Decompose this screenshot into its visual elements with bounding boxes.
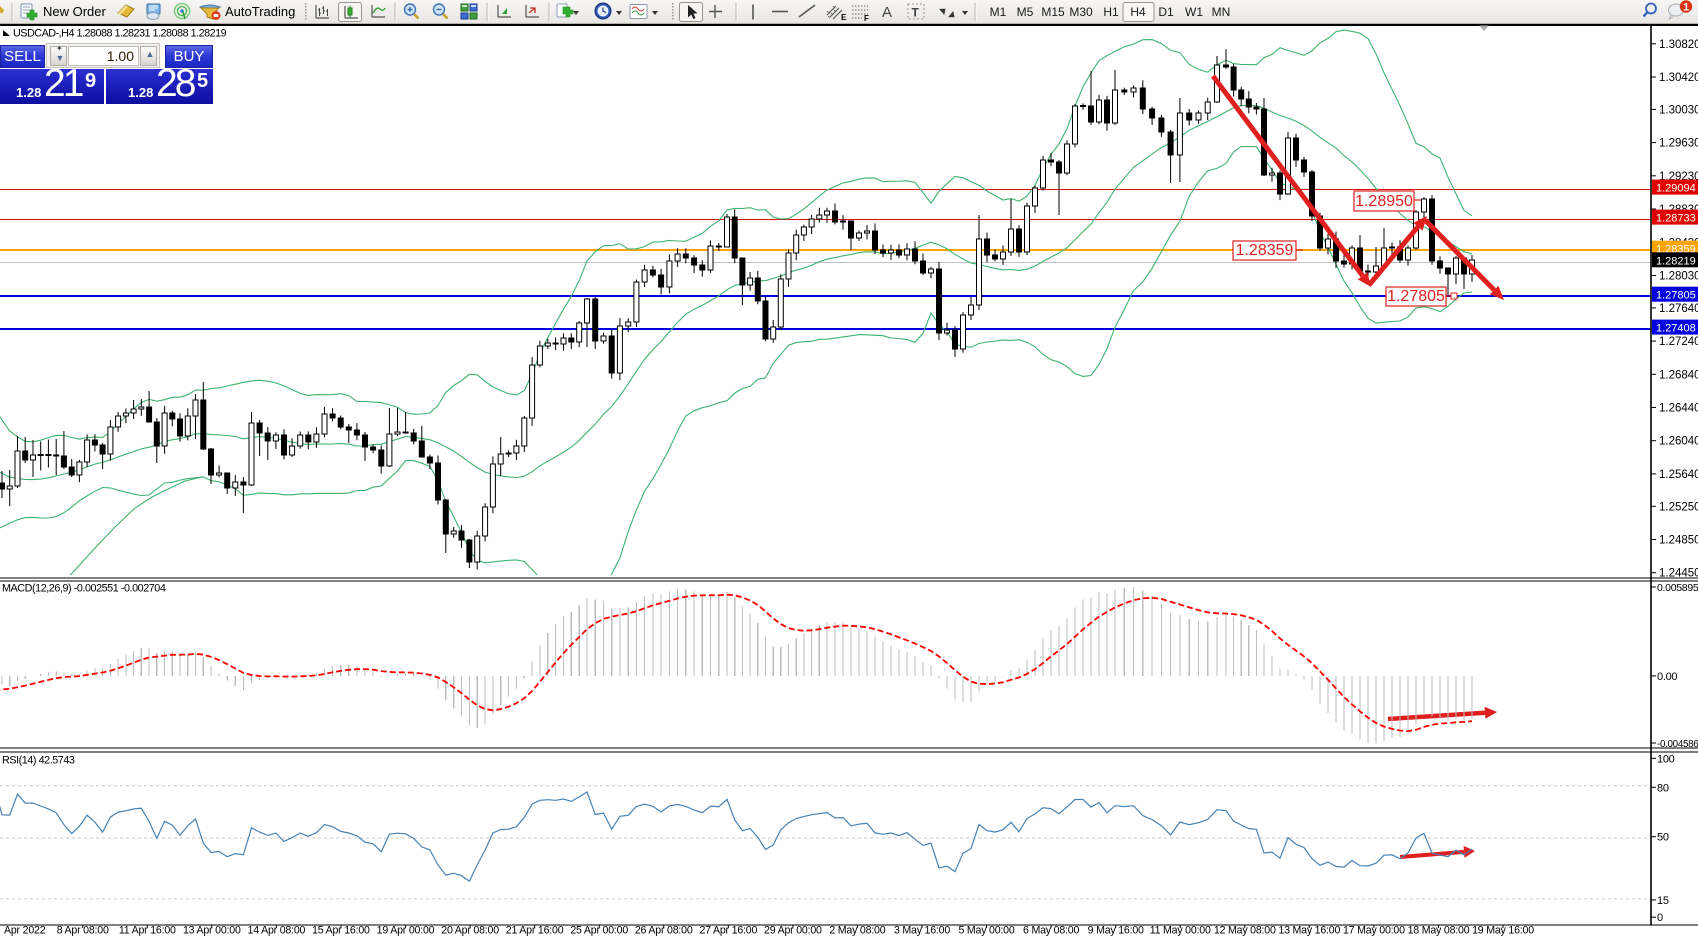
svg-text:1.26840: 1.26840 <box>1659 369 1698 381</box>
svg-text:1.30820: 1.30820 <box>1659 39 1698 51</box>
svg-text:21 Apr 16:00: 21 Apr 16:00 <box>506 925 564 937</box>
svg-text:0: 0 <box>1657 912 1663 924</box>
svg-text:100: 100 <box>1657 753 1675 765</box>
svg-text:20 Apr 08:00: 20 Apr 08:00 <box>441 925 499 937</box>
svg-text:17 May 00:00: 17 May 00:00 <box>1343 925 1405 937</box>
svg-text:E: E <box>841 13 847 22</box>
svg-text:1.25250: 1.25250 <box>1659 501 1698 513</box>
svg-text:1.26040: 1.26040 <box>1659 436 1698 448</box>
svg-text:-0.004586: -0.004586 <box>1657 739 1698 750</box>
svg-text:M1: M1 <box>990 5 1007 19</box>
svg-text:18 May 08:00: 18 May 08:00 <box>1408 925 1470 937</box>
svg-text:19 May 16:00: 19 May 16:00 <box>1472 925 1534 937</box>
svg-text:11 Apr 16:00: 11 Apr 16:00 <box>119 925 176 937</box>
svg-text:14 Apr 08:00: 14 Apr 08:00 <box>248 925 306 937</box>
svg-text:13 Apr 00:00: 13 Apr 00:00 <box>183 925 241 937</box>
svg-text:M5: M5 <box>1017 5 1034 19</box>
svg-text:M30: M30 <box>1069 5 1093 19</box>
svg-text:1.30030: 1.30030 <box>1659 104 1698 116</box>
svg-text:9 May 16:00: 9 May 16:00 <box>1088 925 1144 937</box>
svg-text:MACD(12,26,9) -0.002551 -0.002: MACD(12,26,9) -0.002551 -0.002704 <box>2 583 166 595</box>
svg-text:13 May 16:00: 13 May 16:00 <box>1278 925 1340 937</box>
svg-text:1.24450: 1.24450 <box>1659 568 1698 580</box>
svg-text:M15: M15 <box>1041 5 1065 19</box>
svg-text:1.27805: 1.27805 <box>1656 290 1696 302</box>
svg-text:1.28030: 1.28030 <box>1659 271 1698 283</box>
svg-text:29 Apr 00:00: 29 Apr 00:00 <box>764 925 822 937</box>
svg-text:New Order: New Order <box>43 4 107 19</box>
svg-text:27 Apr 16:00: 27 Apr 16:00 <box>699 925 757 937</box>
svg-text:W1: W1 <box>1185 5 1203 19</box>
svg-text:11 May 00:00: 11 May 00:00 <box>1150 925 1211 937</box>
svg-text:12 May 08:00: 12 May 08:00 <box>1214 925 1276 937</box>
svg-text:Apr 2022: Apr 2022 <box>4 925 46 937</box>
svg-text:1.28359: 1.28359 <box>1236 242 1294 259</box>
svg-text:80: 80 <box>1657 782 1669 794</box>
svg-text:1.29630: 1.29630 <box>1659 138 1698 150</box>
svg-text:H1: H1 <box>1103 5 1119 19</box>
svg-text:1.27640: 1.27640 <box>1659 303 1698 315</box>
svg-text:8 Apr 08:00: 8 Apr 08:00 <box>57 925 109 937</box>
svg-text:1.28950: 1.28950 <box>1355 193 1413 210</box>
svg-text:MN: MN <box>1212 5 1231 19</box>
svg-text:A: A <box>882 4 892 21</box>
svg-text:0.005895: 0.005895 <box>1657 582 1698 594</box>
svg-text:D1: D1 <box>1158 5 1174 19</box>
svg-text:1.30420: 1.30420 <box>1659 72 1698 84</box>
svg-text:1.27240: 1.27240 <box>1659 336 1698 348</box>
svg-text:6 May 08:00: 6 May 08:00 <box>1023 925 1079 937</box>
svg-text:1.29094: 1.29094 <box>1656 183 1696 195</box>
svg-text:1.27408: 1.27408 <box>1656 323 1696 335</box>
svg-text:1.28733: 1.28733 <box>1656 213 1696 225</box>
svg-text:25 Apr 00:00: 25 Apr 00:00 <box>570 925 628 937</box>
svg-text:1.27805: 1.27805 <box>1387 288 1445 305</box>
svg-text:19 Apr 00:00: 19 Apr 00:00 <box>377 925 435 937</box>
svg-text:USDCAD-,H4 1.28088 1.28231 1.: USDCAD-,H4 1.28088 1.28231 1.28088 1.282… <box>13 28 227 40</box>
svg-text:50: 50 <box>1657 832 1669 844</box>
svg-text:15: 15 <box>1657 895 1669 907</box>
svg-text:1.24850: 1.24850 <box>1659 535 1698 547</box>
svg-text:T: T <box>912 6 920 20</box>
svg-text:26 Apr 08:00: 26 Apr 08:00 <box>635 925 693 937</box>
svg-text:1.28219: 1.28219 <box>1656 255 1696 267</box>
svg-text:3 May 16:00: 3 May 16:00 <box>894 925 950 937</box>
svg-text:AutoTrading: AutoTrading <box>225 4 295 19</box>
svg-text:5 May 00:00: 5 May 00:00 <box>958 925 1014 937</box>
svg-text:1.26440: 1.26440 <box>1659 403 1698 415</box>
svg-text:RSI(14) 42.5743: RSI(14) 42.5743 <box>2 755 75 767</box>
svg-text:1: 1 <box>1683 2 1689 14</box>
svg-text:F: F <box>864 14 869 23</box>
svg-text:1.25640: 1.25640 <box>1659 469 1698 481</box>
svg-text:2 May 08:00: 2 May 08:00 <box>829 925 885 937</box>
svg-text:0.00: 0.00 <box>1657 671 1677 683</box>
svg-text:H4: H4 <box>1130 5 1146 19</box>
svg-text:15 Apr 16:00: 15 Apr 16:00 <box>312 925 370 937</box>
